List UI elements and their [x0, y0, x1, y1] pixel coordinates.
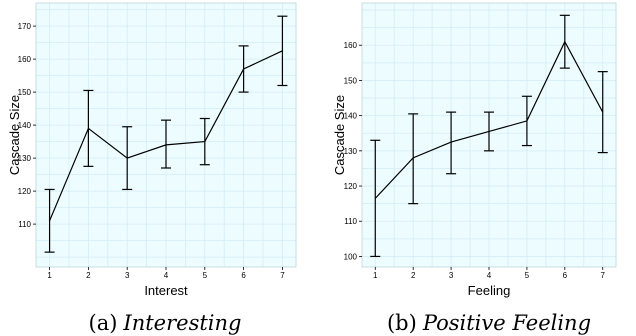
x-tick-label: 1 [47, 271, 52, 280]
y-tick-label: 150 [344, 76, 358, 85]
error-bar [161, 119, 171, 169]
y-axis-title: Cascade Size [332, 95, 347, 175]
x-axis-title: Interest [144, 283, 188, 298]
y-tick-label: 160 [18, 55, 32, 64]
error-bar [370, 139, 381, 258]
x-tick-label: 7 [280, 271, 285, 280]
y-tick-label: 120 [344, 182, 358, 191]
y-tick-label: 150 [18, 88, 32, 97]
x-tick-label: 5 [203, 271, 208, 280]
y-tick-label: 170 [18, 22, 32, 31]
x-tick-label: 4 [487, 271, 492, 280]
x-tick-label: 4 [164, 271, 169, 280]
chart-panel-positive-feeling: 100 110 120 130 140 150 160 1 2 3 4 5 6 7 Feeling Casca… [332, 2, 617, 298]
caption-interesting-prefix: (a) [89, 311, 118, 335]
caption-interesting: (a) Interesting [89, 311, 242, 335]
x-tick-label: 3 [449, 271, 454, 280]
error-bar [83, 89, 94, 167]
caption-positive-feeling: (b) Positive Feeling [387, 311, 591, 335]
x-axis-title: Feeling [468, 283, 511, 298]
x-tick-label: 6 [241, 271, 246, 280]
y-tick-label: 140 [344, 112, 358, 121]
caption-positive-feeling-text: Positive Feeling [422, 311, 591, 335]
error-bar [238, 45, 249, 93]
error-bar [521, 95, 532, 147]
error-bar [277, 15, 288, 87]
x-tick-label: 2 [86, 271, 91, 280]
y-tick-label: 110 [344, 217, 357, 226]
x-tick-label: 7 [601, 271, 606, 280]
x-tick-label: 1 [373, 271, 378, 280]
x-tick-label: 2 [411, 271, 416, 280]
y-axis-title: Cascade Size [7, 95, 22, 175]
error-bar [122, 126, 133, 191]
error-bar [597, 71, 608, 154]
y-tick-label: 110 [18, 220, 31, 229]
y-tick-label: 140 [18, 121, 32, 130]
error-bar [408, 113, 419, 205]
y-tick-label: 120 [18, 187, 32, 196]
x-tick-label: 5 [525, 271, 530, 280]
x-tick-label: 6 [563, 271, 568, 280]
y-tick-label: 130 [344, 147, 358, 156]
error-bar [484, 111, 494, 152]
caption-positive-feeling-prefix: (b) [387, 311, 417, 335]
error-bar [446, 111, 457, 175]
chart-panel-interesting: 110 120 130 140 150 160 170 1 2 3 4 5 6 7 Interest Casc… [7, 2, 297, 298]
x-tick-label: 3 [125, 271, 130, 280]
error-bar [44, 188, 55, 253]
y-tick-label: 130 [18, 154, 32, 163]
error-bar [559, 14, 570, 69]
y-tick-label: 100 [344, 252, 358, 261]
y-tick-label: 160 [344, 41, 358, 50]
caption-interesting-text: Interesting [122, 311, 241, 335]
error-bar [199, 117, 210, 166]
